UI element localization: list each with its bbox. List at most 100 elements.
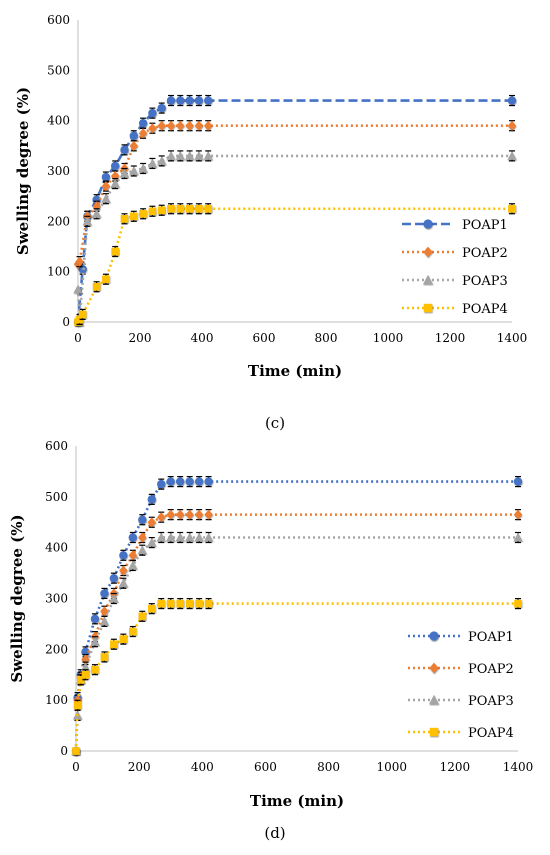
data-point [166,599,175,608]
data-point [119,635,128,643]
data-point [109,593,119,603]
series-poap4 [74,203,516,326]
data-point [176,204,185,213]
x-tick-label: 600 [253,331,276,345]
data-point [185,477,194,486]
y-tick-label: 400 [45,541,68,555]
y-tick-label: 100 [47,265,70,279]
data-point [138,128,148,139]
data-point [185,599,194,608]
data-point [194,509,204,520]
data-point [78,310,87,319]
y-tick-label: 0 [60,744,68,758]
chart-panel-2: 0 100 200 300 400 500 600 0 200 400 600 800 1000 1200… [8,439,533,842]
data-point [175,509,185,520]
data-point [82,216,92,226]
data-point [166,532,176,542]
data-point [204,599,213,608]
data-point [147,604,156,613]
data-point [75,256,84,267]
data-point [73,284,83,294]
y-axis-title: Swelling degree (%) [8,514,26,682]
data-point [148,207,157,216]
data-point [148,123,157,134]
data-point [185,204,194,213]
y-tick-label: 600 [47,13,70,27]
legend-label: POAP1 [468,630,514,645]
series-line [76,207,512,323]
data-point [111,247,119,256]
data-point [119,551,128,560]
data-point [90,614,100,624]
data-point [157,512,166,523]
y-tick-label: 500 [47,63,70,77]
data-point [507,151,517,160]
y-tick-label: 500 [45,490,68,504]
x-tick-label: 800 [315,331,338,345]
data-point [102,275,110,284]
data-point [130,212,138,221]
data-point [129,627,137,636]
legend-swatch-marker [423,246,433,258]
data-point [129,166,139,175]
data-point [99,616,110,626]
series-poap2 [73,120,517,270]
x-tick-label: 0 [72,760,80,774]
x-tick-label: 0 [74,331,82,345]
data-point [194,477,204,486]
data-point [110,178,120,188]
data-point [128,533,138,542]
legend-label: POAP2 [468,662,514,677]
data-point [129,131,138,140]
data-point [101,193,111,203]
data-point [166,151,176,160]
data-point [101,181,111,192]
data-point [507,96,517,105]
legend-swatch-marker [423,303,433,313]
legend-swatch-marker [423,274,433,285]
data-point [120,145,129,155]
data-point [138,532,147,543]
data-point [157,103,166,113]
data-point [111,161,120,171]
data-point [175,477,185,486]
data-point [138,118,148,128]
data-point [185,509,194,520]
data-point [100,606,109,617]
data-point [73,701,82,710]
data-point [147,158,157,168]
data-point [194,96,204,105]
legend-label: POAP4 [468,726,514,741]
data-point [175,532,185,542]
y-tick-label: 400 [47,114,70,128]
y-tick-label: 0 [62,315,70,329]
y-tick-label: 300 [47,164,70,178]
data-point [195,599,203,608]
legend-label: POAP4 [462,302,508,317]
x-tick-label: 1000 [376,760,407,774]
data-point [176,599,184,608]
data-point [129,140,138,151]
data-point [109,573,119,583]
data-point [72,747,80,755]
data-point [204,477,213,486]
y-tick-label: 600 [45,439,68,453]
data-point [81,670,90,679]
data-point [91,665,99,674]
y-tick-label: 200 [47,214,70,228]
data-point [204,204,212,213]
data-point [138,163,148,173]
data-point [137,545,147,555]
x-tick-label: 1400 [503,760,534,774]
data-point [128,560,138,570]
y-tick-label: 200 [45,642,68,656]
panel-label: (c) [265,414,285,432]
legend: POAP1 POAP2 POAP3 POAP4 [402,218,508,317]
data-point [120,215,129,223]
series-line [76,154,512,323]
data-point [194,532,204,542]
data-point [147,517,156,528]
legend-label: POAP1 [462,218,508,233]
data-point [204,120,213,131]
